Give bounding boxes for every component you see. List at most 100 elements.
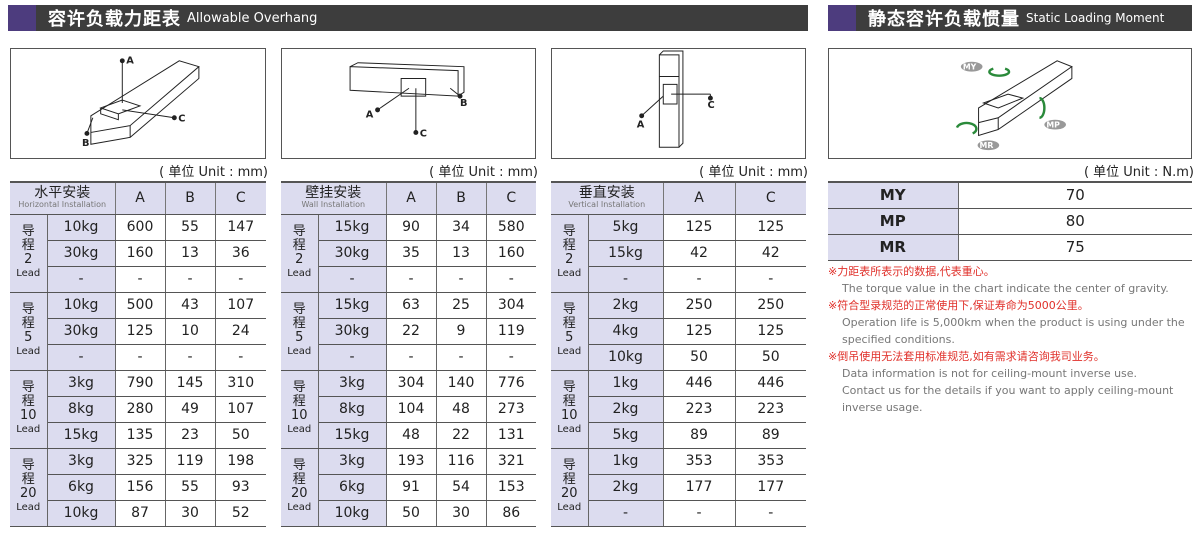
value-cell: 10 xyxy=(164,318,215,345)
table-row: 30kg 22 9 119 xyxy=(281,318,536,345)
lead-en: Lead xyxy=(557,346,582,357)
table-row: 6kg 156 55 93 xyxy=(10,474,266,501)
value-cell: 310 xyxy=(214,370,266,397)
value-cell: 198 xyxy=(214,448,266,475)
value-cell: 42 xyxy=(734,240,806,267)
unit-label: ( 单位 Unit : mm) xyxy=(699,165,808,180)
lead-group: 导程 5 Lead xyxy=(10,292,48,371)
load-cell: - xyxy=(47,266,115,293)
lead-group: 导程 2 Lead xyxy=(281,214,319,293)
lead-zh-2: 程 xyxy=(21,394,35,409)
value-cell: 446 xyxy=(662,370,735,397)
lead-value: 20 xyxy=(290,486,308,501)
lead-zh-1: 导 xyxy=(292,302,306,317)
lead-zh: 导程 xyxy=(551,381,588,409)
section-title-static-moment: 静态容许负载惯量 Static Loading Moment xyxy=(828,5,1192,31)
value-cell: 48 xyxy=(435,396,486,423)
table-row: 导程 10 Lead 1kg 446 446 xyxy=(551,370,806,449)
moment-diagram: MY MP MR xyxy=(828,48,1192,159)
value-cell: 160 xyxy=(114,240,165,267)
table-row: 30kg 125 10 24 xyxy=(10,318,266,345)
value-cell: 50 xyxy=(662,344,735,371)
load-cell: 3kg xyxy=(318,448,386,475)
lead-zh: 导程 xyxy=(281,459,318,487)
lead-en: Lead xyxy=(557,268,582,279)
section-title-allowable-overhang: 容许负载力距表 Allowable Overhang xyxy=(8,5,808,31)
lead-zh-2: 程 xyxy=(292,316,306,331)
load-cell: 10kg xyxy=(47,214,115,241)
load-cell: 5kg xyxy=(588,214,663,241)
value-cell: - xyxy=(164,344,215,371)
title-zh: 垂直安装 xyxy=(578,185,635,202)
value-cell: - xyxy=(435,344,486,371)
value-cell: 273 xyxy=(485,396,536,423)
load-cell: 3kg xyxy=(318,370,386,397)
value-cell: 87 xyxy=(114,500,165,527)
value-cell: - xyxy=(485,344,536,371)
notes: ※力距表所表示的数据,代表重心。 The torque value in the … xyxy=(828,263,1200,416)
value-cell: 50 xyxy=(385,500,436,527)
load-cell: 6kg xyxy=(318,474,386,501)
lead-zh: 导程 xyxy=(10,225,47,253)
lead-zh-2: 程 xyxy=(562,394,576,409)
moment-row: MP 80 xyxy=(828,208,1192,235)
svg-text:B: B xyxy=(82,138,89,149)
svg-text:C: C xyxy=(178,114,185,125)
header-row: 垂直安装 Vertical Installation A C xyxy=(551,181,806,215)
value-cell: 13 xyxy=(164,240,215,267)
value-cell: 30 xyxy=(164,500,215,527)
table-row: 6kg 91 54 153 xyxy=(281,474,536,501)
lead-zh: 导程 xyxy=(551,303,588,331)
load-cell: 15kg xyxy=(47,422,115,449)
accent-block xyxy=(828,5,856,31)
lead-group: 导程 10 Lead xyxy=(551,370,589,449)
table-row: 导程 20 Lead 3kg 193 116 321 xyxy=(281,448,536,527)
lead-zh-1: 导 xyxy=(292,458,306,473)
lead-zh-2: 程 xyxy=(562,238,576,253)
lead-value: 2 xyxy=(24,252,33,267)
svg-text:MP: MP xyxy=(1046,121,1060,130)
lead-value: 10 xyxy=(290,408,308,423)
load-cell: - xyxy=(588,266,663,293)
column-header: A xyxy=(385,181,436,215)
lead-zh-1: 导 xyxy=(562,224,576,239)
value-cell: 119 xyxy=(485,318,536,345)
value-cell: 35 xyxy=(385,240,436,267)
value-cell: 250 xyxy=(662,292,735,319)
lead-en: Lead xyxy=(287,268,312,279)
note-zh: ※符合型录规范的正常使用下,保证寿命为5000公里。 xyxy=(828,299,1089,312)
lead-value: 20 xyxy=(560,486,578,501)
vertical-installation-diagram: C A xyxy=(551,48,806,159)
svg-text:A: A xyxy=(366,110,374,121)
value-cell: 55 xyxy=(164,214,215,241)
value-cell: 125 xyxy=(662,214,735,241)
value-cell: 25 xyxy=(435,292,486,319)
svg-text:A: A xyxy=(637,120,645,131)
lead-en: Lead xyxy=(16,424,41,435)
load-cell: 2kg xyxy=(588,396,663,423)
load-cell: 2kg xyxy=(588,474,663,501)
value-cell: 89 xyxy=(662,422,735,449)
table-row: 10kg 50 30 86 xyxy=(281,500,536,527)
value-cell: 160 xyxy=(485,240,536,267)
wall-installation-diagram: C A B xyxy=(281,48,536,159)
value-cell: 50 xyxy=(214,422,266,449)
column-header: C xyxy=(734,181,806,215)
lead-zh: 导程 xyxy=(10,303,47,331)
value-cell: 280 xyxy=(114,396,165,423)
load-cell: 3kg xyxy=(47,370,115,397)
load-cell: - xyxy=(318,344,386,371)
value-cell: 42 xyxy=(662,240,735,267)
value-cell: 325 xyxy=(114,448,165,475)
value-cell: 91 xyxy=(385,474,436,501)
load-cell: 8kg xyxy=(47,396,115,423)
load-cell: 30kg xyxy=(47,318,115,345)
table-row: 导程 20 Lead 3kg 325 119 198 xyxy=(10,448,266,527)
svg-text:MR: MR xyxy=(980,141,994,150)
vertical-installation-table: 垂直安装 Vertical Installation A C 导程 2 Lead 5kg 125… xyxy=(551,181,806,527)
value-cell: 13 xyxy=(435,240,486,267)
lead-group: 导程 5 Lead xyxy=(281,292,319,371)
moment-label: MR xyxy=(828,234,958,261)
load-cell: 30kg xyxy=(47,240,115,267)
header-row: 壁挂安装 Wall Installation A B C xyxy=(281,181,536,215)
